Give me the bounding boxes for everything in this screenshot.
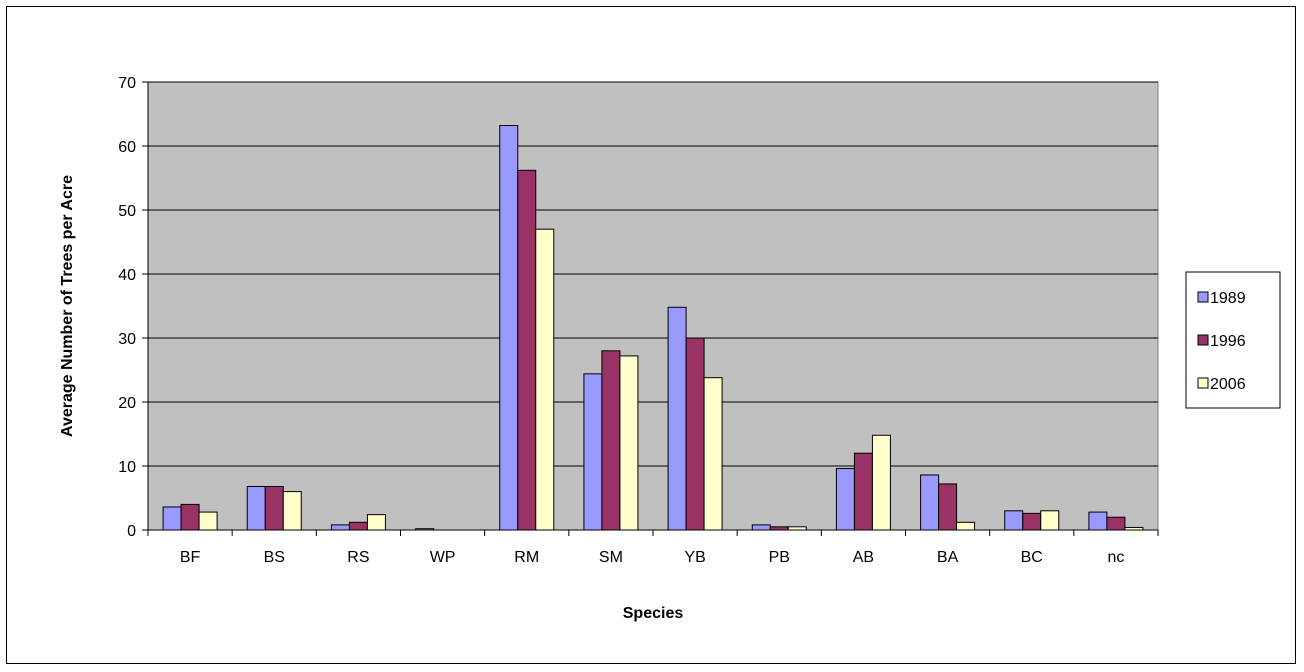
x-axis-title: Species — [623, 605, 684, 622]
y-tick-label: 60 — [118, 139, 136, 156]
bar-1989-BF — [162, 506, 182, 531]
bar-1996-AB — [853, 452, 873, 531]
y-tick-label: 0 — [127, 523, 136, 540]
bar-2006-RS — [366, 514, 386, 531]
bar-2006-BS — [282, 491, 302, 531]
bar-1989-nc — [1088, 511, 1108, 531]
legend-swatch-2006 — [1197, 377, 1209, 389]
x-tick-label: nc — [1107, 549, 1124, 566]
y-tick-label: 30 — [118, 331, 136, 348]
bar-1989-BC — [1004, 510, 1024, 531]
legend-label-1989: 1989 — [1210, 290, 1246, 307]
legend-label-2006: 2006 — [1210, 376, 1246, 393]
x-tick-label: BC — [1021, 549, 1043, 566]
y-tick-label: 70 — [118, 75, 136, 92]
bar-1996-BS — [264, 485, 284, 531]
bar-2006-AB — [871, 434, 891, 531]
bar-1989-AB — [835, 468, 855, 531]
bar-2006-SM — [619, 355, 639, 531]
bar-1989-YB — [667, 306, 687, 531]
plot-area — [147, 81, 1159, 531]
y-tick-label: 50 — [118, 203, 136, 220]
x-tick-label: WP — [430, 549, 456, 566]
bar-1996-RM — [517, 169, 537, 531]
x-tick-label: AB — [853, 549, 874, 566]
bar-2006-RM — [535, 228, 555, 531]
x-tick-label: YB — [684, 549, 705, 566]
x-tick-label: BA — [937, 549, 959, 566]
x-tick-label: PB — [769, 549, 790, 566]
bar-1996-BF — [180, 503, 200, 531]
bar-1996-BC — [1022, 512, 1042, 531]
x-tick-label: RS — [347, 549, 369, 566]
bar-1989-RS — [330, 524, 350, 531]
bar-1989-BA — [920, 474, 940, 531]
bar-2006-BC — [1040, 510, 1060, 531]
bar-1989-BS — [246, 485, 266, 531]
bar-1996-RS — [348, 521, 368, 531]
bar-1996-YB — [685, 337, 705, 531]
bar-1989-PB — [751, 524, 771, 531]
y-tick-label: 40 — [118, 267, 136, 284]
bar-1996-SM — [601, 350, 621, 531]
x-tick-label: RM — [514, 549, 539, 566]
y-tick-label: 20 — [118, 395, 136, 412]
axes — [142, 81, 1159, 536]
bar-1996-BA — [938, 483, 958, 531]
bar-2006-YB — [703, 377, 723, 531]
x-tick-label: BF — [180, 549, 201, 566]
legend-label-1996: 1996 — [1210, 333, 1246, 350]
bar-1989-RM — [499, 125, 519, 531]
gridlines — [148, 81, 1158, 467]
y-axis-title: Average Number of Trees per Acre — [59, 175, 76, 437]
x-tick-label: SM — [599, 549, 623, 566]
bars — [162, 125, 1144, 531]
bar-1989-SM — [583, 373, 603, 531]
legend-swatch-1989 — [1197, 291, 1209, 303]
y-tick-labels: 0 10 20 30 40 50 60 70 — [118, 75, 136, 540]
legend-swatch-1996 — [1197, 334, 1209, 346]
x-tick-label: BS — [264, 549, 285, 566]
bar-1996-nc — [1106, 516, 1126, 531]
bar-2006-BA — [956, 521, 976, 531]
bar-2006-BF — [198, 511, 218, 531]
legend: 1989 1996 2006 — [1185, 271, 1281, 409]
y-tick-label: 10 — [118, 459, 136, 476]
x-tick-labels: BF BS RS WP RM SM YB PB AB BA BC nc — [180, 549, 1125, 566]
